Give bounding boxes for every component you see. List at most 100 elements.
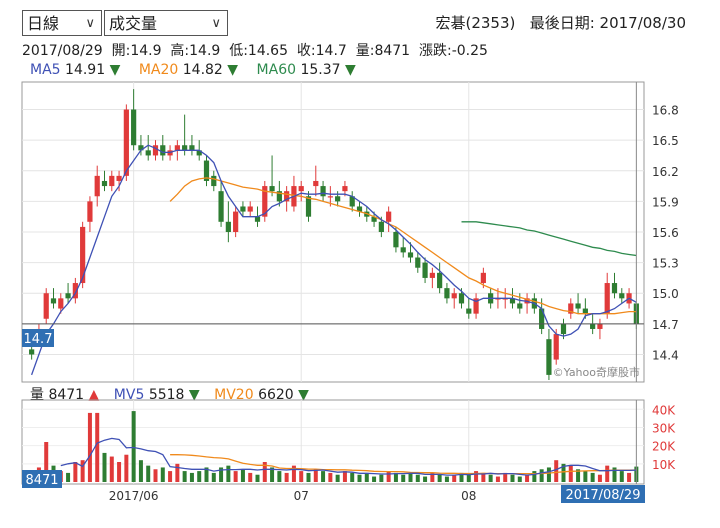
high-value: 14.9 [189,43,221,59]
volume-bar [211,472,216,482]
volume-legend: 量 8471 ▲ MV5 5518 ▼ MV20 6620 ▼ [30,384,319,404]
candle-body [182,145,188,151]
candle-body [305,196,312,217]
volume-bar [517,476,522,482]
volume-bar [510,474,515,482]
volume-bar [204,467,209,482]
candle-body [203,160,210,181]
volume-label: 量: [355,43,375,59]
last-date: 2017/08/30 [599,14,686,32]
low-value: 14.65 [247,43,289,59]
volume-bar [291,465,296,482]
volume-bar [539,469,544,482]
volume-bar [277,471,282,482]
volume-bar [554,460,559,482]
candle-body [284,191,290,202]
period-select[interactable]: 日線 ∨ [22,10,102,36]
candle-body [458,293,465,304]
candle-body [174,145,180,151]
candle-body [342,186,348,192]
price-tick-label: 15.9 [652,195,679,209]
volume-bar [488,474,493,482]
quote-row: 2017/08/29 開:14.9 高:14.9 低:14.65 收:14.7 … [22,40,488,60]
candle-body [152,145,159,156]
candle-body [473,298,479,314]
volume-bar [576,469,581,482]
candle-body [254,216,261,222]
volume-bar [124,454,129,482]
candle-body [218,191,224,222]
volume-bar [66,472,71,482]
candle-body [160,145,166,156]
volume-bar [481,472,486,482]
candle-body [335,196,341,202]
candle-body [546,339,552,375]
price-tick-label: 16.5 [652,134,679,148]
volume-bar [423,476,428,482]
vol-value: 8471 [48,387,85,403]
down-arrow-icon: ▼ [345,62,356,78]
indicator-select[interactable]: 成交量 ∨ [104,10,228,36]
candle-body [233,211,239,232]
ma20-value: 14.82 [182,62,223,78]
candle-body [553,334,559,360]
volume-bar [117,462,122,482]
candle-body [276,191,282,202]
candle-body [407,252,414,258]
candle-body [262,186,268,217]
vol-tag-text: 8471 [25,473,58,488]
volume-bar [583,471,588,482]
volume-bar [474,471,479,482]
volume-bar [189,472,194,482]
candle-body [72,283,78,299]
candle-body [415,257,421,268]
volume-bar [328,472,333,482]
candle-body [269,186,275,192]
volume-bar [568,465,573,482]
volume-bar [306,472,311,482]
candle-body [298,186,304,192]
volume-bar [262,462,267,482]
volume-bar [452,474,457,482]
open-value: 14.9 [130,43,162,59]
ma60-value: 15.37 [300,62,341,78]
volume-bar [350,472,355,482]
ma60-line [461,221,637,257]
candle-body [582,308,588,314]
vol-label: 量 [30,387,44,403]
mv5-value: 5518 [148,387,185,403]
candle-body [517,303,523,309]
volume-tick-label: 40K [652,403,676,417]
volume-bar [503,472,508,482]
open-label: 開: [111,43,131,59]
ma20-line [169,177,637,315]
volume-bar [255,474,260,482]
candle-body [43,293,49,319]
candle-body [568,303,574,314]
volume-bar [131,411,136,482]
volume-bar [219,467,224,482]
price-tick-label: 14.7 [652,318,679,332]
volume-bar [627,472,632,482]
mv20-value: 6620 [258,387,294,403]
candle-body [386,211,392,222]
down-arrow-icon: ▼ [109,62,121,78]
ma5-line [30,144,637,376]
ma60-legend: MA60 15.37 ▼ [257,62,356,78]
candle-body [604,283,610,314]
volume-tick-label: 30K [652,421,676,435]
candle-body [466,308,472,314]
volume-bar [430,472,435,482]
volume-bar [357,474,362,482]
volume-bar [408,472,413,482]
volume-bar [619,471,624,482]
candle-body [138,145,144,151]
candle-body [50,298,57,304]
period-select-value: 日線 [27,14,60,33]
close-label: 收: [296,43,316,59]
close-value: 14.7 [315,43,347,59]
volume-bar [168,471,173,482]
candle-body [313,180,319,187]
change-value: -0.25 [451,43,488,59]
